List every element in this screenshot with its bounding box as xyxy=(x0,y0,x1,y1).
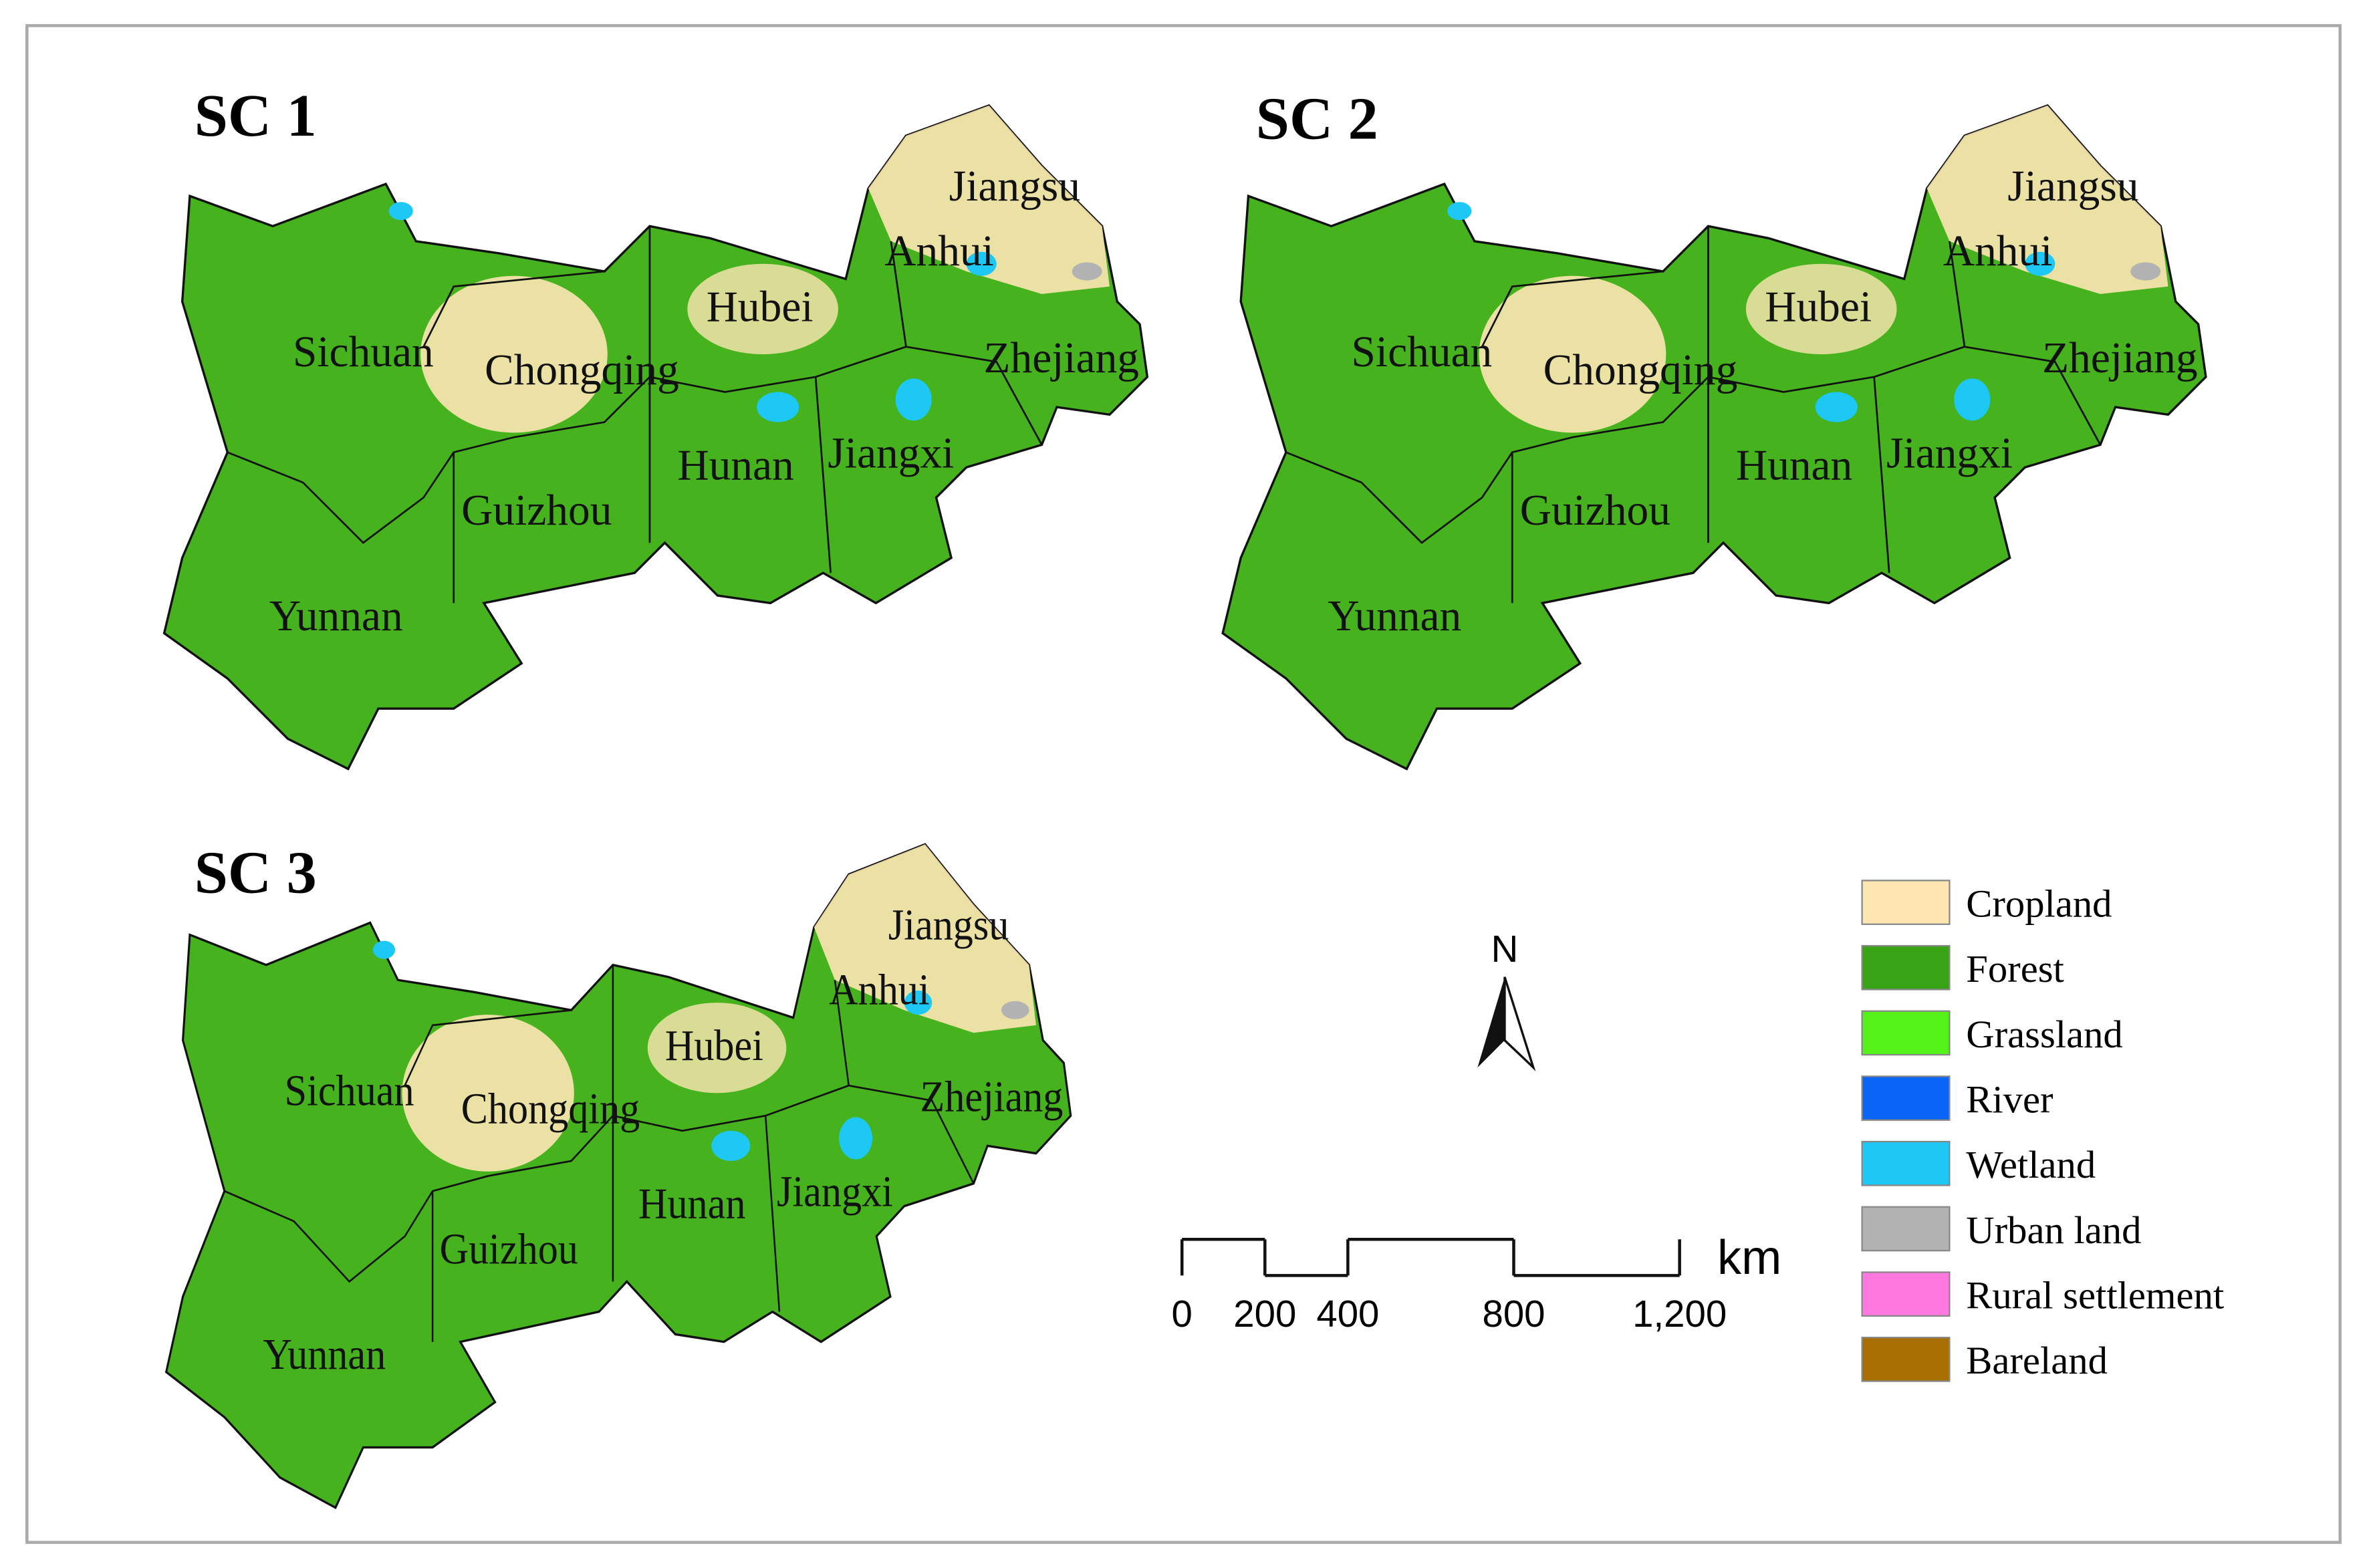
scale-label: 800 xyxy=(1482,1293,1545,1335)
province-label: Zhejiang xyxy=(920,1072,1064,1121)
province-label: Jiangsu xyxy=(949,162,1080,211)
scale-label: 200 xyxy=(1233,1293,1296,1335)
scale-unit: km xyxy=(1717,1231,1781,1285)
province-label: Hubei xyxy=(1765,283,1872,331)
province-label: Jiangxi xyxy=(777,1167,893,1216)
province-label: Chongqing xyxy=(461,1084,640,1133)
legend-swatch xyxy=(1861,1271,1951,1317)
legend-label: Wetland xyxy=(1966,1143,2096,1186)
province-label: Sichuan xyxy=(1352,328,1493,376)
legend-swatch xyxy=(1861,1075,1951,1121)
province-label: Anhui xyxy=(884,227,994,275)
legend-swatch xyxy=(1861,1140,1951,1186)
province-label: Jiangxi xyxy=(828,429,954,477)
legend-label: Grassland xyxy=(1966,1013,2123,1056)
province-label: Yunnan xyxy=(263,1330,386,1379)
province-label: Chongqing xyxy=(1543,346,1738,394)
legend-label: River xyxy=(1966,1078,2053,1122)
map-panel: Jiangsu Anhui Hubei Sichuan Chongqing Zhejian… xyxy=(162,104,1149,771)
province-label: Guizhou xyxy=(1520,487,1670,535)
legend-swatch xyxy=(1861,1336,1951,1382)
province-label: Guizhou xyxy=(461,487,612,535)
province-label: Hunan xyxy=(1736,441,1852,489)
province-label: Sichuan xyxy=(293,328,434,376)
scale-label: 400 xyxy=(1316,1293,1379,1335)
map-panel: Jiangsu Anhui Hubei Sichuan Chongqing Zhejian… xyxy=(1221,104,2207,771)
frame xyxy=(25,24,2342,1544)
panel-title: SC 2 xyxy=(1256,86,1378,152)
province-label: Jiangsu xyxy=(888,900,1009,949)
north-label: N xyxy=(1491,928,1519,970)
province-label: Yunnan xyxy=(1328,592,1461,640)
province-label: Jiangsu xyxy=(2007,162,2138,211)
legend-label: Cropland xyxy=(1966,882,2112,926)
panel-title: SC 1 xyxy=(195,82,317,149)
legend-swatch xyxy=(1861,1206,1951,1252)
province-label: Hubei xyxy=(665,1021,763,1070)
province-label: Yunnan xyxy=(269,592,403,640)
province-label: Chongqing xyxy=(485,346,679,394)
panel-title: SC 3 xyxy=(195,839,317,906)
province-label: Hunan xyxy=(677,441,793,489)
north-arrow: N xyxy=(1477,928,1536,1071)
legend-swatch xyxy=(1861,1010,1951,1056)
province-label: Guizhou xyxy=(440,1224,578,1273)
province-label: Anhui xyxy=(829,965,929,1014)
province-label: Zhejiang xyxy=(984,334,1139,382)
province-label: Zhejiang xyxy=(2042,334,2197,382)
legend-label: Rural settlement xyxy=(1966,1274,2224,1317)
legend-label: Urban land xyxy=(1966,1208,2141,1252)
province-label: Jiangxi xyxy=(1886,429,2013,477)
legend-swatch xyxy=(1861,944,1951,991)
legend-label: Bareland xyxy=(1966,1339,2108,1382)
scale-label: 0 xyxy=(1172,1293,1193,1335)
legend-swatch xyxy=(1861,880,1951,925)
legend-label: Forest xyxy=(1966,947,2064,991)
province-label: Anhui xyxy=(1943,227,2053,275)
province-label: Hubei xyxy=(707,283,814,331)
map-panel: Jiangsu Anhui Hubei Sichuan Chongqing Zhejian… xyxy=(164,843,1072,1509)
scale-label: 1,200 xyxy=(1632,1293,1727,1335)
province-label: Sichuan xyxy=(285,1066,414,1115)
province-label: Hunan xyxy=(638,1179,745,1228)
